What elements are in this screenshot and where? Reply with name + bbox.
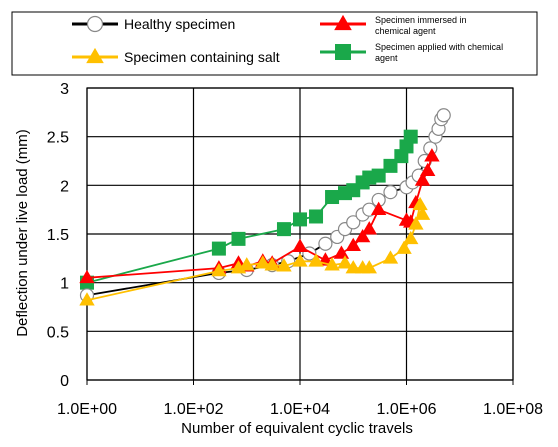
y-axis-label: Deflection under live load (mm)	[14, 129, 31, 337]
data-point	[337, 255, 353, 269]
data-point	[276, 222, 291, 237]
data-point	[383, 158, 398, 173]
data-point	[383, 185, 398, 200]
data-point	[276, 258, 292, 272]
data-point	[370, 201, 387, 215]
data-point	[293, 212, 307, 227]
series-3	[80, 129, 418, 290]
data-point	[211, 263, 227, 277]
grid	[86, 87, 514, 381]
data-point	[403, 129, 418, 144]
x-tick-label: 1.0E+02	[163, 401, 223, 418]
legend-marker	[335, 44, 351, 60]
y-tick-label: 0	[60, 373, 69, 390]
data-point	[79, 269, 95, 284]
legend-label-salt: Specimen containing salt	[124, 49, 280, 65]
legend: Healthy specimen Specimen containing sal…	[11, 11, 538, 76]
data-point	[412, 196, 428, 211]
data-point	[382, 250, 399, 264]
data-point	[424, 148, 440, 162]
data-point	[292, 253, 308, 267]
legend-marker	[86, 47, 104, 64]
data-point	[292, 238, 308, 252]
legend-label-immersed: Specimen immersed in chemical agent	[375, 15, 467, 36]
data-point	[354, 228, 371, 243]
plot-frame	[86, 87, 514, 381]
data-point	[325, 190, 340, 205]
data-point	[308, 253, 324, 267]
legend-label-applied: Specimen applied with chemical agent	[375, 42, 503, 63]
data-point	[346, 215, 361, 230]
data-point	[333, 245, 350, 259]
data-point	[414, 172, 431, 186]
y-tick-label: 3	[60, 81, 69, 98]
y-tick-label: 1.5	[47, 227, 69, 244]
data-point	[436, 108, 451, 123]
data-point	[361, 221, 377, 235]
data-point	[414, 206, 431, 220]
legend-label-healthy: Healthy specimen	[124, 16, 235, 32]
data-point	[345, 237, 361, 251]
series-2	[79, 196, 431, 306]
x-tick-label: 1.0E+06	[376, 401, 436, 418]
data-point	[419, 162, 436, 177]
data-point	[239, 257, 255, 271]
data-point	[371, 168, 386, 183]
y-tick-label: 0.5	[47, 324, 69, 341]
y-tick-label: 1	[60, 276, 69, 293]
data-point	[318, 236, 333, 251]
data-point	[396, 240, 412, 254]
x-axis-label: Number of equivalent cyclic travels	[181, 420, 413, 437]
y-tick-label: 2.5	[47, 130, 69, 147]
x-tick-label: 1.0E+00	[57, 401, 117, 418]
data-point	[211, 241, 226, 256]
series-0	[79, 108, 451, 303]
data-point	[309, 209, 324, 224]
data-point	[403, 230, 419, 245]
data-point	[324, 257, 340, 271]
data-point	[255, 255, 271, 269]
data-point	[408, 216, 424, 230]
data-point	[231, 231, 246, 246]
y-tick-label: 2	[60, 178, 69, 195]
legend-marker	[334, 14, 352, 31]
plot-area	[79, 108, 451, 306]
axes: 0 0.5 1 1.5 2 2.5 3 1.0E+00 1.0E+02 1.0E+04 1.0E+0…	[47, 81, 543, 418]
x-tick-label: 1.0E+08	[483, 401, 543, 418]
data-point	[79, 292, 95, 306]
legend-marker	[86, 15, 104, 33]
data-point	[361, 260, 377, 274]
data-point	[264, 257, 280, 271]
x-tick-label: 1.0E+04	[270, 401, 330, 418]
